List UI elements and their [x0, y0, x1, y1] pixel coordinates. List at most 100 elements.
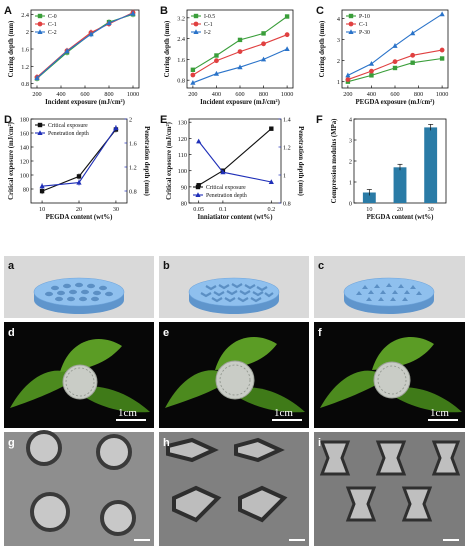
chart-b-ytick-label: 1.6 [177, 57, 185, 64]
cad-panel-label-c: c [318, 260, 324, 272]
chart-e-ytick-label: 80 [181, 201, 187, 208]
chart-a-ytick-label: 0.8 [21, 81, 29, 88]
chart-b-data-point [237, 64, 243, 70]
leaf-photo-row: d e f 1cm 1cm 1cm [4, 322, 465, 428]
chart-e-data-point [268, 179, 274, 184]
chart-c-ytick-label: 4 [337, 16, 340, 23]
chart-f-category-label: 10 [366, 206, 372, 213]
chart-c-legend-marker [348, 13, 354, 19]
chart-b-xtick-label: 800 [259, 91, 268, 98]
chart-a-ytick-label: 1.6 [21, 47, 29, 54]
chart-f-y-axis-title: Compression modulus (MPa) [331, 119, 338, 204]
chart-c-data-point [410, 52, 416, 58]
sem-panel-label-i: i [318, 437, 321, 449]
chart-c-data-point [410, 30, 416, 36]
chart-b-ytick-label: 0.8 [177, 78, 185, 85]
chart-c-xtick-label: 600 [390, 91, 399, 98]
chart-a-xtick-label: 1000 [127, 91, 139, 98]
scale-bar-label-d: 1cm [118, 407, 137, 419]
chart-b-data-point [213, 70, 220, 76]
chart-b-legend-marker [193, 29, 199, 34]
chart-d-ytick-label: 160 [20, 131, 29, 138]
chart-b-data-point [284, 14, 290, 19]
chart-c-data-point [392, 43, 398, 48]
chart-f-ytick-label: 3 [349, 138, 352, 145]
chart-e-legend-marker [195, 192, 201, 197]
chart-c-data-point [345, 72, 351, 78]
chart-d-ytick-label: 180 [20, 117, 29, 124]
chart-d-legend-marker [37, 122, 43, 128]
chart-e-y2tick-label: 1.2 [283, 145, 291, 152]
cad-model-row: a b c [4, 256, 465, 318]
chart-a-data-point [34, 75, 40, 81]
chart-d-xtick-label: 20 [76, 206, 82, 213]
chart-a-xtick-label: 600 [80, 91, 89, 98]
chart-d-ytick-label: 100 [20, 173, 29, 180]
honeycomb-model-star [343, 277, 435, 314]
chart-c-data-point [392, 59, 398, 65]
chart-c-ytick-label: 2 [337, 58, 340, 65]
chart-a-x-axis-title: Incident exposure (mJ/cm²) [45, 99, 125, 106]
chart-c: C 1 2 3 4 PEGDA exposure (mJ/cm²) Curing depth… [316, 5, 449, 106]
chart-e-ytick-label: 90 [181, 184, 187, 191]
chart-e-data-point [196, 138, 202, 144]
chart-a-xtick-label: 200 [32, 91, 41, 98]
chart-c-data-point [410, 60, 415, 65]
chart-a-xtick-label: 400 [56, 91, 65, 98]
chart-b-y-axis-title: Curing depth (mm) [164, 21, 171, 78]
chart-e-x-axis-title: Inniatiator content (wt%) [197, 214, 272, 221]
chart-c-xtick-label: 800 [414, 91, 423, 98]
chart-b-legend-marker [193, 13, 199, 19]
chart-d-y2tick-label: 1.2 [129, 165, 137, 172]
chart-d-legend-label: Penetration depth [48, 131, 89, 137]
chart-b-xtick-label: 400 [212, 91, 221, 98]
chart-f-bar [424, 127, 438, 203]
chart-b-data-point [190, 67, 196, 72]
chart-e-data-point [220, 169, 226, 175]
chart-e-legend-label: Penetration depth [206, 193, 247, 199]
sem-holes-i [319, 440, 461, 522]
scale-bar-label-e: 1cm [274, 407, 293, 419]
chart-b-x-axis-title: Incident exposure (mJ/cm²) [200, 99, 280, 106]
chart-e-y2tick-label: 0.8 [283, 201, 291, 208]
sem-panel-label-g: g [8, 437, 15, 449]
chart-b-data-point [284, 46, 290, 51]
scale-bar-label-f: 1cm [430, 407, 449, 419]
chart-d-xtick-label: 30 [113, 206, 119, 213]
chart-e-y-axis-title: Critical exposure (mJ/cm²) [166, 122, 173, 200]
chart-e-ytick-label: 120 [178, 136, 187, 143]
chart-a: A 0.8 1.2 1.6 2 2.4 Incident exposure (mJ/cm²)… [4, 5, 140, 106]
chart-d-ytick-label: 120 [20, 159, 29, 166]
chart-a-legend-label: C-1 [48, 22, 57, 28]
chart-b-legend-label: I-2 [204, 30, 211, 36]
chart-b-panel-label: B [160, 5, 168, 17]
chart-d: D 80 100 120 140 160 180 PEGDA content (wt%) Cri… [4, 114, 150, 221]
chart-b-legend-marker [193, 21, 199, 27]
chart-d-y2tick-label: 1.6 [129, 141, 137, 148]
chart-e-ytick-label: 130 [178, 120, 187, 127]
chart-d-data-point [39, 188, 45, 194]
chart-e-panel-label: E [160, 114, 167, 126]
photo-panel-label-f: f [318, 327, 322, 339]
cad-panel-label-b: b [163, 260, 170, 272]
chart-b-data-point [214, 53, 219, 58]
chart-d-panel-label: D [4, 114, 12, 126]
chart-b-data-point [237, 49, 243, 54]
chart-b: B 0.8 1.6 2.4 3.2 Incident exposure (mJ/cm²) C… [160, 5, 294, 106]
chart-a-ytick-label: 2 [26, 29, 29, 36]
chart-c-xtick-label: 200 [343, 91, 352, 98]
chart-b-data-point [284, 32, 290, 38]
chart-d-y-axis-title: Critical exposure (mJ/cm²) [8, 122, 15, 200]
chart-d-xtick-label: 10 [39, 206, 45, 213]
chart-d-y2tick-label: 0.8 [129, 189, 137, 196]
chart-e-xtick-label: 0.2 [267, 206, 275, 213]
chart-e-legend-label: Critical exposure [206, 185, 246, 191]
chart-d-data-point [39, 183, 45, 189]
chart-b-data-point [214, 58, 219, 64]
chart-f-ytick-label: 2 [349, 159, 352, 166]
chart-f-bar [393, 167, 407, 203]
chart-b-data-point [260, 56, 267, 62]
chart-c-legend-marker [348, 21, 354, 27]
chart-d-x-axis-title: PEGDA content (wt%) [46, 214, 113, 221]
chart-e: E 80 90 100 110 120 130 Inniatiator content (wt… [160, 114, 304, 221]
